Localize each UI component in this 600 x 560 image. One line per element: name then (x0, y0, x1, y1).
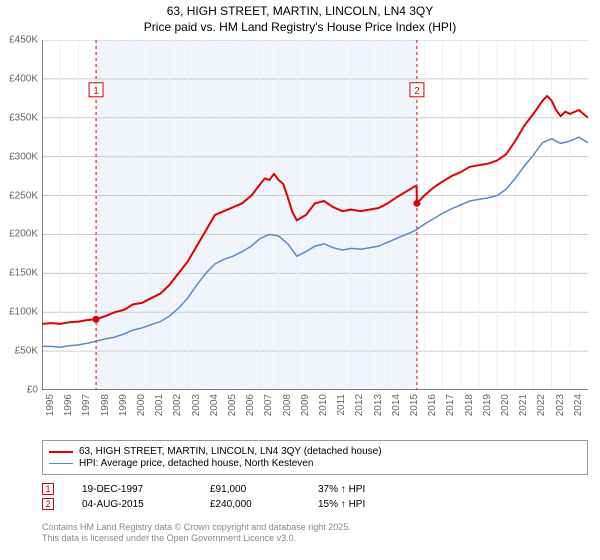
y-tick-label: £100K (9, 307, 38, 318)
y-tick-label: £0 (27, 385, 38, 396)
y-tick-label: £350K (9, 112, 38, 123)
x-tick-label: 2015 (409, 394, 420, 416)
x-tick-label: 2023 (555, 394, 566, 416)
x-tick-label: 2000 (136, 394, 147, 416)
title-block: 63, HIGH STREET, MARTIN, LINCOLN, LN4 3Q… (0, 0, 600, 35)
x-tick-label: 2018 (464, 394, 475, 416)
y-tick-label: £200K (9, 229, 38, 240)
y-tick-label: £250K (9, 190, 38, 201)
legend-row: HPI: Average price, detached house, Nort… (49, 458, 581, 469)
x-tick-label: 1999 (118, 394, 129, 416)
x-tick-label: 2006 (245, 394, 256, 416)
sale-marker-box: 2 (42, 498, 54, 510)
x-tick-label: 2007 (263, 394, 274, 416)
x-tick-label: 1998 (100, 394, 111, 416)
x-axis-ticks: 1995 1996 1997 1998 1999 2000 2001 2002 2003 2004… (42, 390, 588, 438)
sale-price: £240,000 (210, 499, 290, 510)
y-axis-ticks: £0£50K£100K£150K£200K£250K£300K£350K£400… (0, 40, 40, 390)
x-tick-label: 2012 (354, 394, 365, 416)
y-tick-label: £450K (9, 35, 38, 46)
x-tick-label: 2010 (318, 394, 329, 416)
x-tick-label: 2003 (191, 394, 202, 416)
x-tick-label: 2024 (573, 394, 584, 416)
sale-pct: 37% ↑ HPI (318, 484, 365, 495)
y-tick-label: £400K (9, 73, 38, 84)
svg-text:2: 2 (414, 86, 420, 97)
chart-area: 12 £0£50K£100K£150K£200K£250K£300K£350K£… (42, 40, 588, 390)
x-tick-label: 1996 (63, 394, 74, 416)
legend-box: 63, HIGH STREET, MARTIN, LINCOLN, LN4 3Q… (42, 440, 588, 475)
x-tick-label: 2022 (536, 394, 547, 416)
x-tick-label: 2017 (445, 394, 456, 416)
x-tick-label: 2019 (482, 394, 493, 416)
x-tick-label: 1995 (45, 394, 56, 416)
legend-swatch (49, 451, 73, 453)
y-tick-label: £50K (15, 346, 38, 357)
sale-date: 04-AUG-2015 (82, 499, 182, 510)
sale-pct: 15% ↑ HPI (318, 499, 365, 510)
sale-row: 2 04-AUG-2015 £240,000 15% ↑ HPI (42, 498, 588, 510)
x-tick-label: 1997 (81, 394, 92, 416)
x-tick-label: 2014 (391, 394, 402, 416)
legend-row: 63, HIGH STREET, MARTIN, LINCOLN, LN4 3Q… (49, 446, 581, 457)
x-tick-label: 2005 (227, 394, 238, 416)
title-line1: 63, HIGH STREET, MARTIN, LINCOLN, LN4 3Q… (0, 4, 600, 20)
legend-label: 63, HIGH STREET, MARTIN, LINCOLN, LN4 3Q… (79, 446, 382, 457)
sale-row: 1 19-DEC-1997 £91,000 37% ↑ HPI (42, 483, 588, 495)
footnote-line1: Contains HM Land Registry data © Crown c… (42, 522, 351, 533)
x-tick-label: 2020 (500, 394, 511, 416)
chart-svg: 12 (42, 40, 588, 390)
x-tick-label: 2002 (172, 394, 183, 416)
sale-price: £91,000 (210, 484, 290, 495)
footnote: Contains HM Land Registry data © Crown c… (42, 522, 351, 544)
sale-rows: 1 19-DEC-1997 £91,000 37% ↑ HPI 2 04-AUG-2015… (42, 480, 588, 513)
y-tick-label: £300K (9, 151, 38, 162)
x-tick-label: 2021 (518, 394, 529, 416)
chart-container: 63, HIGH STREET, MARTIN, LINCOLN, LN4 3Q… (0, 0, 600, 560)
x-tick-label: 2009 (300, 394, 311, 416)
legend-label: HPI: Average price, detached house, Nort… (79, 458, 313, 469)
title-line2: Price paid vs. HM Land Registry's House … (0, 20, 600, 36)
x-tick-label: 2011 (336, 394, 347, 416)
footnote-line2: This data is licensed under the Open Gov… (42, 533, 351, 544)
x-tick-label: 2004 (209, 394, 220, 416)
sale-marker-box: 1 (42, 483, 54, 495)
legend-swatch (49, 463, 73, 465)
y-tick-label: £150K (9, 268, 38, 279)
x-tick-label: 2016 (427, 394, 438, 416)
x-tick-label: 2008 (282, 394, 293, 416)
x-tick-label: 2013 (373, 394, 384, 416)
svg-text:1: 1 (93, 86, 99, 97)
sale-date: 19-DEC-1997 (82, 484, 182, 495)
x-tick-label: 2001 (154, 394, 165, 416)
